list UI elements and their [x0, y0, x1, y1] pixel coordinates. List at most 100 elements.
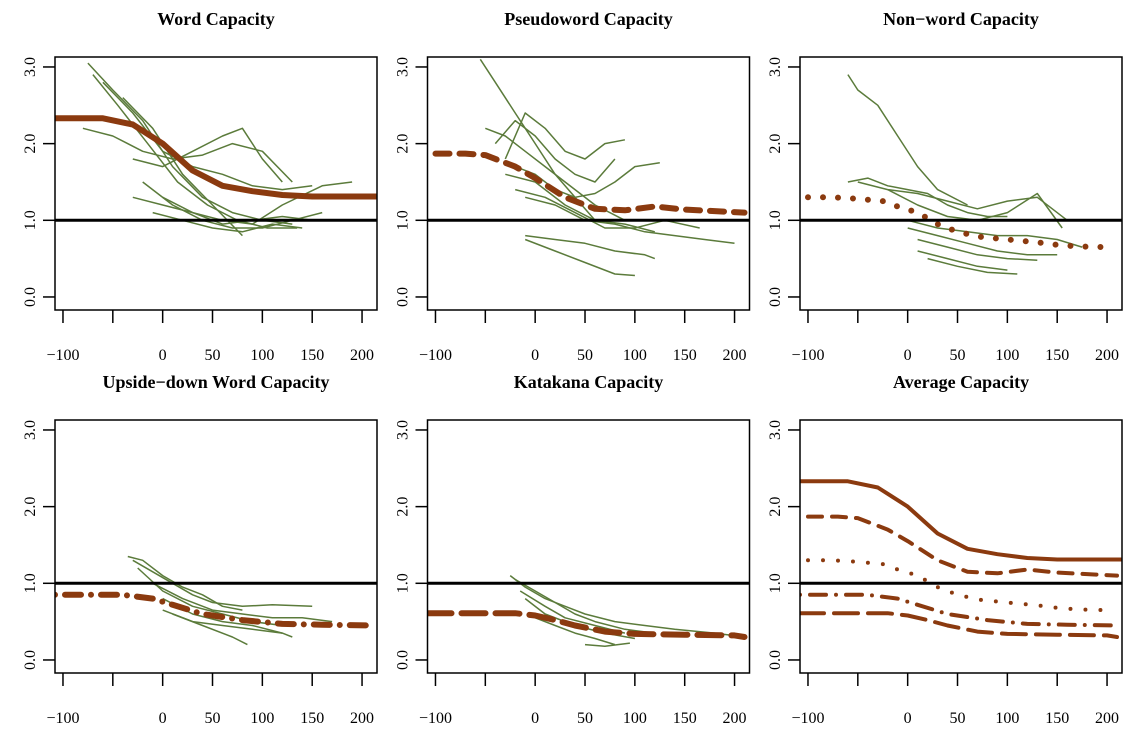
plot-frame: [54, 419, 378, 674]
y-tick-label: 2.0: [395, 134, 412, 154]
series-line: [907, 219, 1083, 248]
panel-title: Katakana Capacity: [514, 372, 664, 392]
series-line: [82, 127, 293, 183]
series-line: [485, 127, 626, 221]
x-tick-label: 150: [673, 347, 697, 364]
series-line: [917, 250, 1008, 271]
y-tick-label: 0.0: [395, 650, 412, 670]
y-tick-label: 1.0: [395, 210, 412, 230]
series-line: [132, 559, 313, 608]
x-tick-label: 100: [623, 710, 647, 727]
y-tick-label: 2.0: [767, 497, 784, 517]
series-line: [524, 238, 635, 277]
y-tick-label: 2.0: [395, 497, 412, 517]
panel: Average Capacity −100 0 50 100 150 200 0.0 1.0 2.…: [767, 372, 1123, 727]
series-line: [87, 62, 293, 225]
plot-frame: [799, 56, 1123, 311]
x-tick-label: −100: [791, 710, 824, 727]
x-tick-label: 150: [300, 347, 324, 364]
x-tick-label: 100: [995, 347, 1019, 364]
series-line: [494, 119, 616, 183]
panel-title: Non−word Capacity: [883, 9, 1039, 29]
x-tick-label: −100: [791, 347, 824, 364]
series-line: [504, 112, 626, 160]
panel-title: Upside−down Word Capacity: [103, 372, 330, 392]
series-line: [584, 642, 630, 647]
x-tick-label: 50: [577, 347, 593, 364]
x-tick-label: −100: [46, 347, 79, 364]
panel-title: Pseudoword Capacity: [504, 9, 673, 29]
series-line: [847, 177, 1008, 218]
y-tick-label: 3.0: [767, 420, 784, 440]
series-line: [127, 555, 243, 611]
x-tick-label: 50: [577, 710, 593, 727]
x-tick-label: −100: [419, 347, 452, 364]
y-tick-label: 1.0: [767, 573, 784, 593]
y-tick-label: 1.0: [767, 210, 784, 230]
series-line: [122, 97, 243, 237]
series-line: [509, 575, 745, 638]
y-tick-label: 3.0: [395, 57, 412, 77]
series-line: [907, 227, 1058, 256]
x-tick-label: 150: [1045, 347, 1069, 364]
x-tick-label: 50: [950, 710, 966, 727]
panel-title: Average Capacity: [893, 372, 1029, 392]
series-line: [427, 610, 748, 640]
x-tick-label: 0: [159, 710, 167, 727]
y-tick-label: 2.0: [22, 497, 39, 517]
y-tick-label: 0.0: [767, 287, 784, 307]
x-tick-label: −100: [419, 710, 452, 727]
series-line: [525, 234, 656, 260]
series-line: [519, 590, 626, 634]
x-tick-label: −100: [46, 710, 79, 727]
series-line: [806, 514, 1119, 578]
series-line: [514, 578, 655, 634]
x-tick-label: 200: [350, 710, 374, 727]
series-line: [525, 196, 735, 245]
y-tick-label: 0.0: [395, 287, 412, 307]
y-tick-label: 2.0: [767, 134, 784, 154]
series-line: [172, 613, 248, 646]
x-tick-label: 50: [950, 347, 966, 364]
series-line: [805, 194, 1106, 251]
x-tick-label: 100: [623, 347, 647, 364]
series-line: [847, 74, 968, 206]
x-tick-label: 200: [723, 710, 747, 727]
x-tick-label: 0: [159, 347, 167, 364]
y-tick-label: 3.0: [22, 57, 39, 77]
y-tick-label: 3.0: [395, 420, 412, 440]
x-tick-label: 100: [250, 347, 274, 364]
x-tick-label: 200: [723, 347, 747, 364]
x-tick-label: 0: [904, 710, 912, 727]
x-tick-label: 100: [250, 710, 274, 727]
x-tick-label: 200: [1095, 347, 1119, 364]
series-line: [102, 81, 313, 191]
x-tick-label: 150: [1045, 710, 1069, 727]
series-line: [534, 617, 616, 646]
y-tick-label: 0.0: [22, 287, 39, 307]
plot-frame: [426, 56, 751, 311]
y-tick-label: 3.0: [767, 57, 784, 77]
panel: Non−word Capacity −100 0 50 100 150 200 0.0 1.0 2…: [767, 9, 1123, 364]
series-line: [800, 611, 1119, 639]
y-tick-label: 3.0: [22, 420, 39, 440]
x-tick-label: 50: [205, 710, 221, 727]
series-line: [505, 173, 655, 233]
panel: Word Capacity −100 0 50 100 150 200 0.0 1.0 2.0 3.…: [22, 9, 378, 364]
series-line: [800, 479, 1122, 562]
series-line: [917, 238, 1038, 261]
x-tick-label: 0: [531, 710, 539, 727]
x-tick-label: 150: [673, 710, 697, 727]
y-tick-label: 0.0: [767, 650, 784, 670]
plot-frame: [54, 56, 378, 311]
plot-frame: [426, 419, 751, 674]
series-line: [132, 127, 283, 183]
series-line: [857, 181, 1068, 221]
x-tick-label: 50: [205, 347, 221, 364]
x-tick-label: 0: [904, 347, 912, 364]
series-line: [432, 150, 748, 216]
y-tick-label: 2.0: [22, 134, 39, 154]
x-tick-label: 100: [995, 710, 1019, 727]
